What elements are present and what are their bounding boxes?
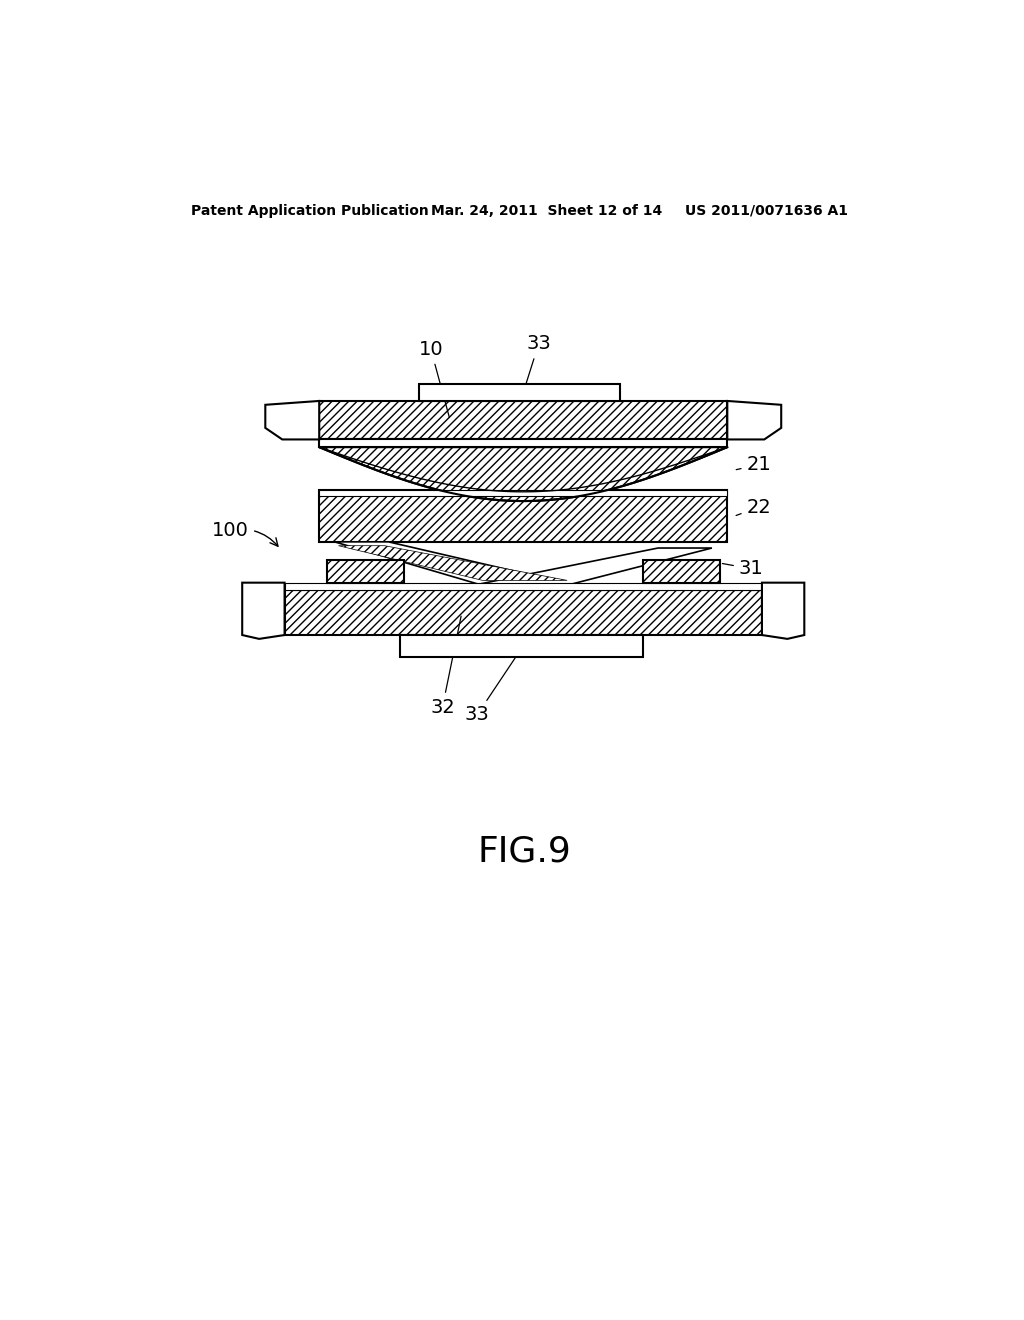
Polygon shape <box>243 582 285 639</box>
Text: 32: 32 <box>430 616 461 717</box>
Bar <box>419 384 620 401</box>
Polygon shape <box>335 543 571 585</box>
Text: 31: 31 <box>722 560 764 578</box>
Bar <box>319 401 727 440</box>
Text: Patent Application Publication: Patent Application Publication <box>190 203 428 218</box>
Text: Mar. 24, 2011  Sheet 12 of 14: Mar. 24, 2011 Sheet 12 of 14 <box>431 203 663 218</box>
Polygon shape <box>762 582 804 639</box>
Bar <box>400 635 643 656</box>
Text: 21: 21 <box>736 455 771 474</box>
Text: 100: 100 <box>212 520 278 546</box>
Bar <box>643 560 720 582</box>
Text: US 2011/0071636 A1: US 2011/0071636 A1 <box>685 203 848 218</box>
Polygon shape <box>319 447 727 502</box>
Text: 10: 10 <box>419 339 450 417</box>
Bar <box>285 590 762 635</box>
Bar <box>319 490 727 495</box>
Bar <box>319 440 727 447</box>
Text: 33: 33 <box>524 334 551 389</box>
Bar <box>285 582 762 590</box>
Bar <box>319 490 727 541</box>
Text: 22: 22 <box>736 498 771 516</box>
Bar <box>327 560 403 582</box>
Polygon shape <box>727 401 781 440</box>
Polygon shape <box>265 401 319 440</box>
Text: 33: 33 <box>465 648 521 725</box>
Text: FIG.9: FIG.9 <box>478 834 571 869</box>
Polygon shape <box>478 548 712 585</box>
Polygon shape <box>339 545 567 581</box>
